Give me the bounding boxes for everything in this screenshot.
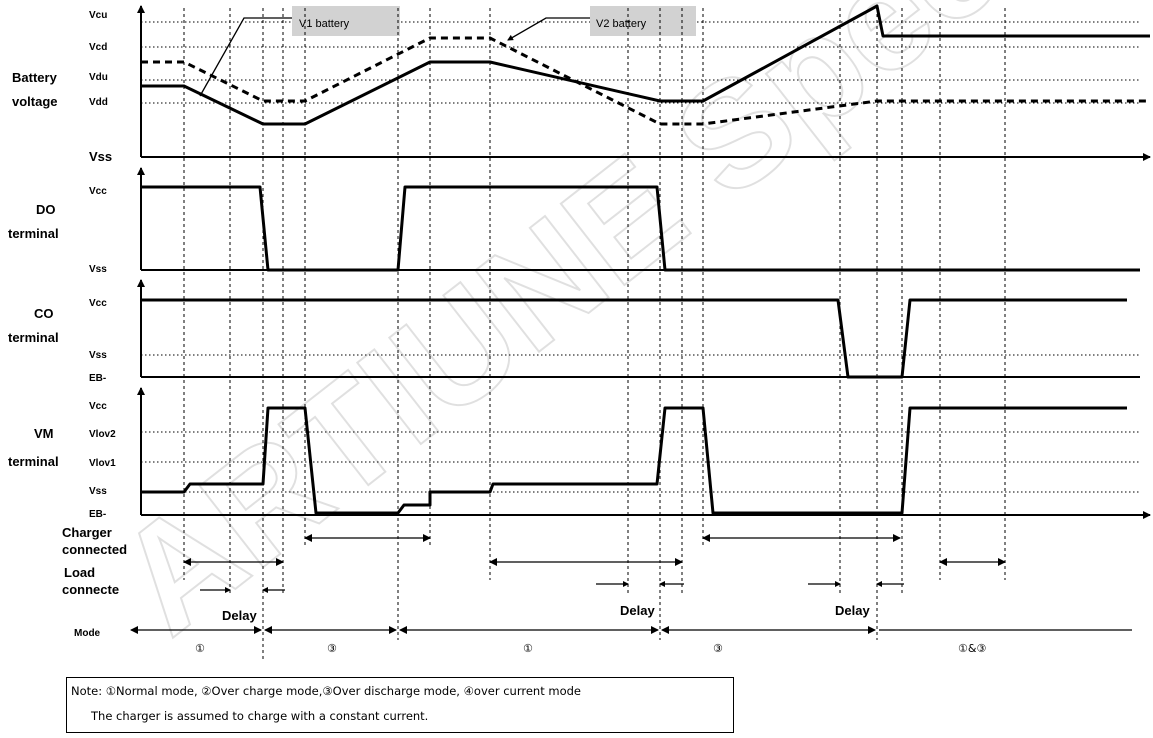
- v1-battery-callout: V1 battery: [299, 18, 350, 30]
- level-vcd: Vcd: [89, 42, 107, 53]
- event-rows: Charger connected Load connecte Delay De…: [62, 525, 1006, 623]
- delay-label-1: Delay: [222, 608, 257, 623]
- vm-level-eb-minus: EB-: [89, 509, 106, 520]
- v2-callout-leader: [507, 17, 590, 41]
- vm-level-vcc: Vcc: [89, 401, 107, 412]
- mode-2: ③: [327, 642, 337, 655]
- vm-terminal-section: Vcc Vlov2 Vlov1 Vss EB- VM terminal: [8, 387, 1151, 520]
- charger-connected-label-2: connected: [62, 542, 127, 557]
- v2-battery-waveform: [141, 36, 1150, 126]
- co-level-eb-minus: EB-: [89, 373, 106, 384]
- do-terminal-label-1: DO: [36, 202, 56, 217]
- do-level-vss: Vss: [89, 264, 107, 275]
- co-level-vcc: Vcc: [89, 298, 107, 309]
- co-terminal-section: Vcc Vss EB- CO terminal: [8, 279, 1140, 384]
- do-waveform: [141, 185, 1140, 272]
- watermark-text: ARTIUNE Specifics Reference Only: [86, 0, 1153, 665]
- v2-battery-callout: V2 battery: [596, 18, 647, 30]
- mode-row: Mode ① ③ ① ③ ①&③: [74, 626, 1132, 655]
- co-terminal-label-2: terminal: [8, 330, 59, 345]
- level-vss: Vss: [89, 149, 112, 164]
- do-terminal-label-2: terminal: [8, 226, 59, 241]
- vm-waveform: [141, 406, 1127, 515]
- load-connected-label-2: connecte: [62, 582, 119, 597]
- load-connected-label-1: Load: [64, 565, 95, 580]
- note-box: Note: ①Normal mode, ②Over charge mode,③O…: [66, 677, 734, 733]
- vm-terminal-label-2: terminal: [8, 454, 59, 469]
- level-vdd: Vdd: [89, 97, 108, 108]
- battery-voltage-label-2: voltage: [12, 94, 58, 109]
- vm-level-vss: Vss: [89, 486, 107, 497]
- mode-label: Mode: [74, 628, 101, 639]
- do-terminal-section: Vcc Vss DO terminal: [8, 167, 1140, 275]
- note-line-1: Note: ①Normal mode, ②Over charge mode,③O…: [71, 684, 581, 698]
- co-level-vss: Vss: [89, 350, 107, 361]
- level-vdu: Vdu: [89, 72, 108, 83]
- mode-1: ①: [195, 642, 205, 655]
- note-line-2: The charger is assumed to charge with a …: [91, 709, 429, 723]
- co-waveform: [141, 298, 1127, 379]
- delay-label-2: Delay: [620, 603, 655, 618]
- delay-label-3: Delay: [835, 603, 870, 618]
- vm-level-vlov2: Vlov2: [89, 429, 116, 440]
- charger-connected-label-1: Charger: [62, 525, 112, 540]
- do-level-vcc: Vcc: [89, 186, 107, 197]
- v1-callout-leader: [199, 17, 292, 97]
- mode-3: ①: [523, 642, 533, 655]
- co-terminal-label-1: CO: [34, 306, 54, 321]
- mode-4: ③: [713, 642, 723, 655]
- v1-battery-callout-box: [292, 6, 400, 36]
- v2-battery-callout-box: [590, 6, 696, 36]
- vm-level-vlov1: Vlov1: [89, 458, 116, 469]
- level-vcu: Vcu: [89, 10, 107, 21]
- mode-5: ①&③: [958, 642, 986, 655]
- watermark: ARTIUNE Specifics Reference Only: [85, 0, 1153, 666]
- time-guides: [183, 8, 1006, 660]
- battery-voltage-label-1: Battery: [12, 70, 58, 85]
- vm-terminal-label-1: VM: [34, 426, 54, 441]
